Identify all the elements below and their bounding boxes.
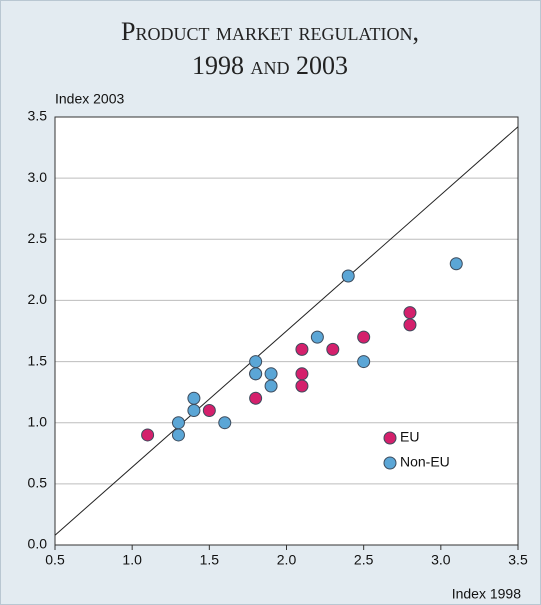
x-tick-label: 2.5 [354, 552, 374, 568]
point [326, 342, 340, 356]
y-tick-label: 0.0 [28, 536, 48, 552]
point [249, 367, 263, 381]
y-tick-label: 2.5 [28, 230, 48, 246]
point [141, 428, 155, 442]
chart-title: 1998 and 2003 [192, 51, 348, 80]
point [449, 257, 463, 271]
y-tick-label: 3.5 [28, 108, 48, 124]
chart-title: Product market regulation, [121, 17, 419, 46]
x-tick-label: 2.0 [277, 552, 297, 568]
plot-frame [54, 116, 519, 546]
legend-marker [383, 456, 397, 470]
x-tick-label: 3.0 [431, 552, 451, 568]
x-tick-label: 0.5 [45, 552, 65, 568]
y-axis-label: Index 2003 [55, 91, 124, 107]
point [249, 391, 263, 405]
point [403, 318, 417, 332]
point [341, 269, 355, 283]
legend-label: EU [400, 429, 419, 445]
point [264, 367, 278, 381]
point [264, 379, 278, 393]
point [171, 428, 185, 442]
point [295, 379, 309, 393]
y-tick-label: 1.0 [28, 413, 48, 429]
point [218, 416, 232, 430]
y-tick-label: 2.0 [28, 291, 48, 307]
point [249, 355, 263, 369]
x-axis-label: Index 1998 [452, 586, 521, 602]
reference-line [54, 126, 519, 536]
point [187, 403, 201, 417]
y-tick-label: 3.0 [28, 169, 48, 185]
point [171, 416, 185, 430]
y-tick-label: 1.5 [28, 352, 48, 368]
point [357, 355, 371, 369]
point [295, 342, 309, 356]
y-tick-label: 0.5 [28, 475, 48, 491]
point [187, 391, 201, 405]
point [202, 403, 216, 417]
x-tick-label: 1.0 [122, 552, 142, 568]
legend-marker [383, 431, 397, 445]
x-tick-label: 1.5 [200, 552, 220, 568]
x-tick-label: 3.5 [508, 552, 528, 568]
point [357, 330, 371, 344]
point [295, 367, 309, 381]
point [310, 330, 324, 344]
legend-label: Non-EU [400, 454, 450, 470]
point [403, 306, 417, 320]
